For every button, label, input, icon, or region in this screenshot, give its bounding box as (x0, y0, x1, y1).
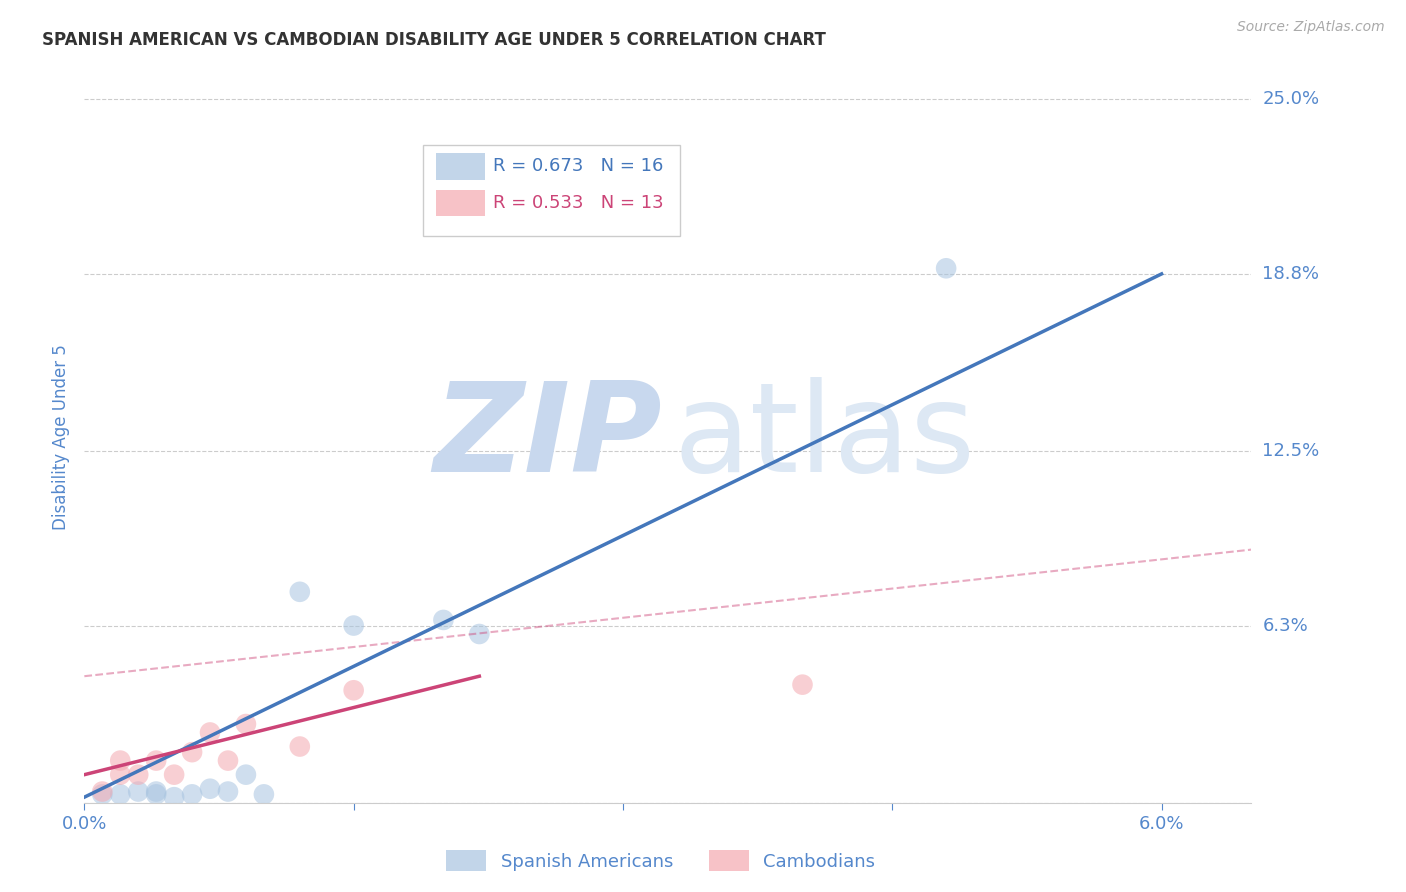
Point (235, 767, 257, 781)
Point (198, 781, 221, 796)
Point (110, 767, 132, 781)
Point (145, 784, 167, 798)
Text: R = 0.533   N = 13: R = 0.533 N = 13 (494, 194, 664, 212)
FancyBboxPatch shape (436, 153, 485, 179)
Point (110, 754, 132, 768)
Point (110, 788, 132, 802)
Legend: Spanish Americans, Cambodians: Spanish Americans, Cambodians (439, 843, 883, 879)
Text: 18.8%: 18.8% (1263, 265, 1319, 283)
Text: 12.5%: 12.5% (1263, 442, 1320, 460)
Point (935, 261, 957, 276)
FancyBboxPatch shape (436, 190, 485, 216)
Point (343, 683, 366, 698)
Point (181, 788, 204, 802)
Point (198, 725, 221, 739)
Point (145, 754, 167, 768)
Point (253, 788, 276, 802)
Text: R = 0.673   N = 16: R = 0.673 N = 16 (494, 158, 664, 176)
Point (792, 678, 814, 692)
Point (217, 754, 239, 768)
Point (127, 784, 149, 798)
Text: 6.3%: 6.3% (1263, 616, 1308, 634)
Point (145, 788, 167, 802)
Point (163, 790, 186, 805)
Text: ZIP: ZIP (433, 376, 662, 498)
Text: SPANISH AMERICAN VS CAMBODIAN DISABILITY AGE UNDER 5 CORRELATION CHART: SPANISH AMERICAN VS CAMBODIAN DISABILITY… (42, 31, 827, 49)
Text: atlas: atlas (673, 376, 976, 498)
Point (163, 767, 186, 781)
Point (288, 584, 311, 599)
Point (468, 627, 491, 641)
Point (432, 613, 454, 627)
Point (91, 788, 114, 802)
Point (181, 745, 204, 759)
Point (288, 739, 311, 754)
Point (91, 784, 114, 798)
Text: 25.0%: 25.0% (1263, 90, 1320, 109)
Text: Source: ZipAtlas.com: Source: ZipAtlas.com (1237, 20, 1385, 34)
FancyBboxPatch shape (423, 145, 679, 235)
Point (235, 717, 257, 731)
Point (217, 784, 239, 798)
Point (127, 767, 149, 781)
Point (343, 618, 366, 632)
Y-axis label: Disability Age Under 5: Disability Age Under 5 (52, 344, 70, 530)
